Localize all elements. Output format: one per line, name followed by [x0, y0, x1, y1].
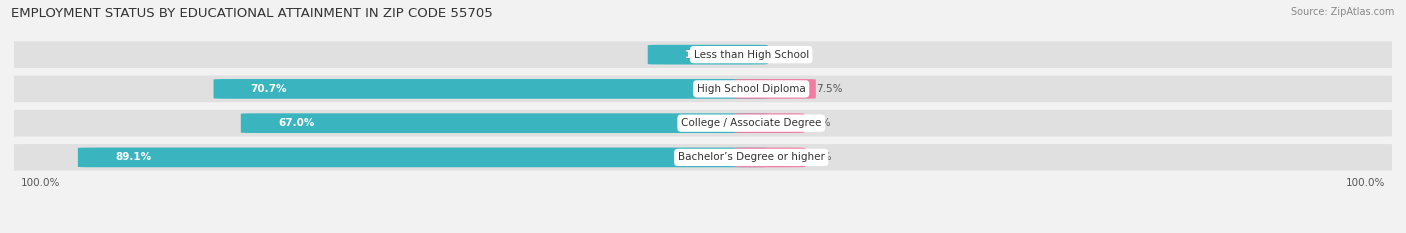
- FancyBboxPatch shape: [0, 75, 1406, 102]
- FancyBboxPatch shape: [735, 113, 804, 133]
- Text: 67.0%: 67.0%: [278, 118, 315, 128]
- FancyBboxPatch shape: [0, 41, 1406, 68]
- Text: 7.5%: 7.5%: [815, 84, 842, 94]
- FancyBboxPatch shape: [240, 113, 768, 133]
- Text: Bachelor’s Degree or higher: Bachelor’s Degree or higher: [678, 152, 825, 162]
- FancyBboxPatch shape: [77, 147, 768, 167]
- Text: 89.1%: 89.1%: [115, 152, 152, 162]
- Text: 5.7%: 5.7%: [804, 118, 831, 128]
- FancyBboxPatch shape: [214, 79, 768, 99]
- FancyBboxPatch shape: [648, 45, 768, 65]
- Text: 11.8%: 11.8%: [685, 50, 721, 60]
- Text: EMPLOYMENT STATUS BY EDUCATIONAL ATTAINMENT IN ZIP CODE 55705: EMPLOYMENT STATUS BY EDUCATIONAL ATTAINM…: [11, 7, 494, 20]
- Text: Source: ZipAtlas.com: Source: ZipAtlas.com: [1291, 7, 1395, 17]
- FancyBboxPatch shape: [0, 110, 1406, 137]
- Text: High School Diploma: High School Diploma: [697, 84, 806, 94]
- Text: Less than High School: Less than High School: [693, 50, 808, 60]
- Text: 100.0%: 100.0%: [1346, 178, 1385, 188]
- FancyBboxPatch shape: [735, 79, 815, 99]
- FancyBboxPatch shape: [735, 147, 806, 167]
- Text: College / Associate Degree: College / Associate Degree: [681, 118, 821, 128]
- Text: 100.0%: 100.0%: [21, 178, 60, 188]
- Text: 0.0%: 0.0%: [768, 50, 794, 60]
- Text: 5.9%: 5.9%: [806, 152, 832, 162]
- Text: 70.7%: 70.7%: [250, 84, 287, 94]
- FancyBboxPatch shape: [0, 144, 1406, 171]
